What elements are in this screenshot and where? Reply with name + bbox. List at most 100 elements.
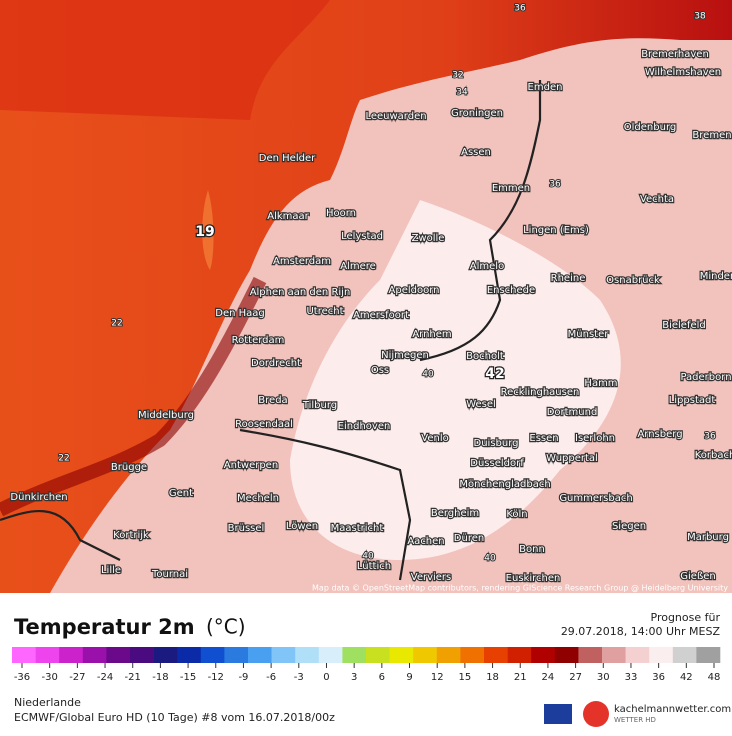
forecast-label: Prognose für xyxy=(651,611,721,624)
city-label: Korbach xyxy=(695,450,732,461)
city-label: Wuppertal xyxy=(546,453,598,464)
colorbar-tick-label: 30 xyxy=(597,672,610,683)
city-label: Enschede xyxy=(487,285,535,296)
colorbar-tick-label: 27 xyxy=(569,672,582,683)
colorbar-segment xyxy=(531,647,556,663)
city-label: Bielefeld xyxy=(662,320,706,331)
city-label: Zwolle xyxy=(412,233,445,244)
city-label: Lippstadt xyxy=(669,395,716,406)
colorbar-segment xyxy=(484,647,508,663)
city-label: Rotterdam xyxy=(232,335,285,346)
region: Niederlande xyxy=(14,696,81,709)
city-label: Wilhelmshaven xyxy=(645,67,721,78)
colorbar-segment xyxy=(602,647,626,663)
city-label: Brügge xyxy=(111,462,147,473)
colorbar-segment xyxy=(59,647,84,663)
city-label: Dordrecht xyxy=(251,358,301,369)
city-label: Amersfoort xyxy=(353,310,409,321)
city-label: Aachen xyxy=(407,536,444,547)
city-label: Mönchengladbach xyxy=(459,479,550,490)
colorbar-tick-label: -3 xyxy=(294,672,304,683)
colorbar-segment xyxy=(413,647,438,663)
city-label: Gummersbach xyxy=(559,493,632,504)
colorbar-tick-label: 24 xyxy=(542,672,555,683)
model: ECMWF/Global Euro HD (10 Tage) #8 vom 16… xyxy=(14,711,335,724)
cool-spot xyxy=(202,190,214,270)
colorbar-tick-label: 0 xyxy=(323,672,329,683)
city-label: Antwerpen xyxy=(224,460,278,471)
colorbar-tick-label: -15 xyxy=(180,672,196,683)
city-label: Amsterdam xyxy=(273,256,331,267)
colorbar-tick-label: -9 xyxy=(238,672,248,683)
colorbar-segment xyxy=(672,647,697,663)
city-label: Löwen xyxy=(286,521,318,532)
borders xyxy=(0,80,542,581)
city-label: Assen xyxy=(461,147,491,158)
city-label: Hamm xyxy=(584,378,617,389)
colorbar-tick-label: -18 xyxy=(152,672,168,683)
city-label: Duisburg xyxy=(474,438,519,449)
city-label: Lelystad xyxy=(341,231,383,242)
contour-label: 40 xyxy=(362,552,374,562)
city-label: Bremerhaven xyxy=(641,49,709,60)
city-label: Den Haag xyxy=(215,308,265,319)
city-label: Wesel xyxy=(466,399,496,410)
city-label: Middelburg xyxy=(138,410,194,421)
city-label: Bocholt xyxy=(466,351,504,362)
city-label: Düren xyxy=(454,533,484,544)
coast-band xyxy=(0,276,267,517)
colorbar-segment xyxy=(153,647,178,663)
colorbar-segment xyxy=(200,647,225,663)
colorbar-segment xyxy=(295,647,320,663)
city-label: Bonn xyxy=(519,544,545,555)
colorbar-tick-label: 48 xyxy=(708,672,721,683)
colorbar-segment xyxy=(177,647,202,663)
city-label: Alkmaar xyxy=(267,211,309,222)
city-label: Münster xyxy=(568,329,610,340)
map xyxy=(0,0,732,594)
legend-unit: (°C) xyxy=(206,615,246,639)
colorbar-tick-label: 15 xyxy=(459,672,472,683)
city-label: Emden xyxy=(528,82,563,93)
city-label: Oss xyxy=(371,365,389,376)
colorbar-segment xyxy=(342,647,367,663)
contour-label: 22 xyxy=(58,454,69,464)
contour-label: 40 xyxy=(484,554,496,564)
colorbar-segment xyxy=(389,647,414,663)
city-label: Iserlohn xyxy=(575,433,615,444)
city-label: Bergheim xyxy=(431,508,479,519)
city-label: Köln xyxy=(506,509,527,520)
city-label: Lüttich xyxy=(357,561,391,572)
city-label: Paderborn xyxy=(680,372,731,383)
city-label: Verviers xyxy=(411,572,452,583)
city-label: Den Helder xyxy=(259,153,316,164)
contour-label: 36 xyxy=(704,432,716,442)
city-label: Maastricht xyxy=(331,523,384,534)
city-label: Almere xyxy=(340,261,376,272)
colorbar-tick-label: 21 xyxy=(514,672,527,683)
colorbar-tick-label: 33 xyxy=(625,672,638,683)
colorbar-segment xyxy=(460,647,485,663)
colorbar-tick-label: 36 xyxy=(652,672,665,683)
city-label: Hoorn xyxy=(326,208,356,219)
colorbar-segment xyxy=(35,647,60,663)
city-label: Dortmund xyxy=(547,407,598,418)
colorbar-tick-label: 12 xyxy=(431,672,444,683)
city-label: Alphen aan den Rijn xyxy=(250,287,351,298)
city-label: Groningen xyxy=(451,108,503,119)
city-label: Kortrijk xyxy=(113,530,149,541)
city-label: Tilburg xyxy=(302,400,337,411)
city-label: Breda xyxy=(258,395,287,406)
city-label: Arnsberg xyxy=(637,429,682,440)
legend-title: Temperatur 2m xyxy=(14,615,195,639)
city-label: Bremen xyxy=(692,130,731,141)
colorbar-tick-label: 6 xyxy=(379,672,385,683)
colorbar-tick-label: -30 xyxy=(42,672,58,683)
contour-label: 32 xyxy=(452,71,463,81)
colorbar-tick-label: 9 xyxy=(406,672,412,683)
contour-label: 19 xyxy=(195,224,214,240)
city-label: Gent xyxy=(169,488,193,499)
land-hot xyxy=(290,200,621,560)
colorbar-tick-label: -27 xyxy=(69,672,85,683)
